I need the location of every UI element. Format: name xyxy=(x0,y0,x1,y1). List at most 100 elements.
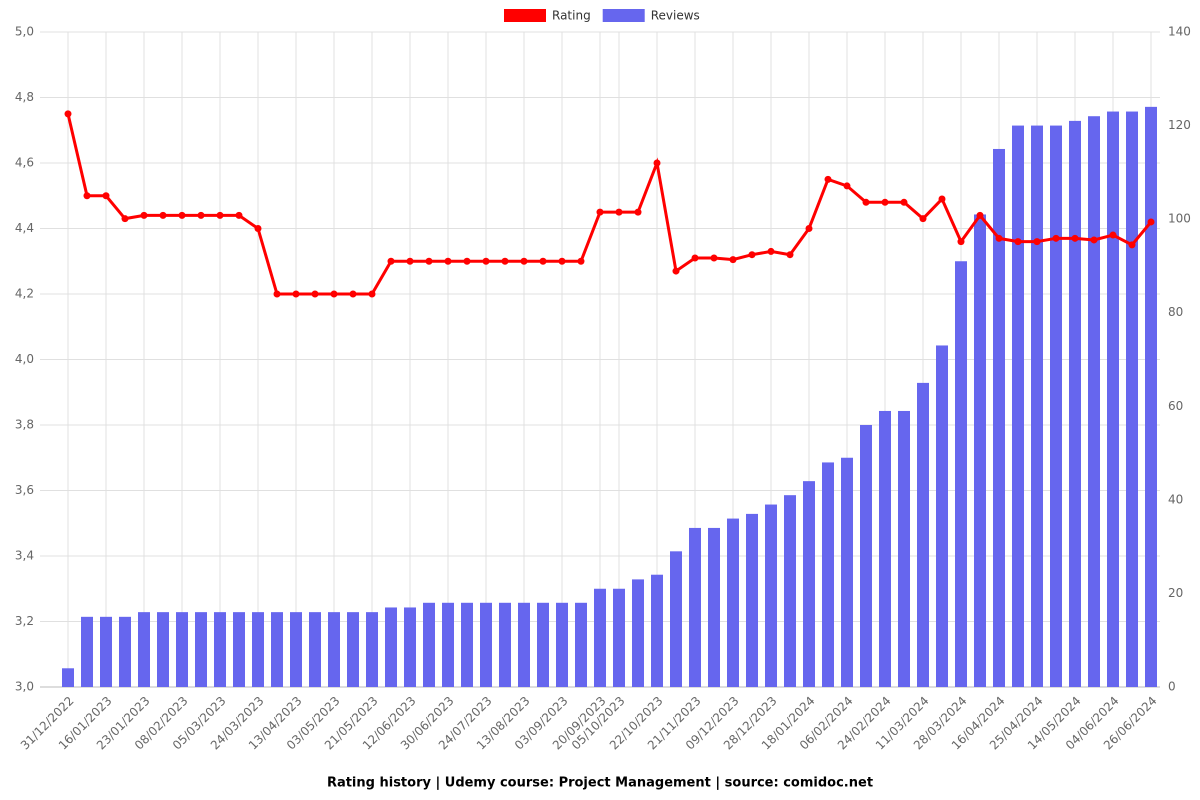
point xyxy=(995,234,1003,242)
point xyxy=(368,290,376,298)
bar xyxy=(822,462,834,687)
bar xyxy=(575,602,587,687)
y2-tick-label: 120 xyxy=(1168,118,1191,132)
bar xyxy=(917,382,929,687)
bar xyxy=(556,602,568,687)
bar xyxy=(632,579,644,687)
bar xyxy=(366,612,378,687)
point xyxy=(1090,236,1098,244)
bar xyxy=(157,612,169,687)
bar xyxy=(689,527,701,687)
y2-tick-label: 140 xyxy=(1168,25,1191,39)
point xyxy=(254,225,262,232)
y2-tick-label: 100 xyxy=(1168,212,1191,226)
point xyxy=(425,257,433,265)
point xyxy=(197,211,205,219)
bar xyxy=(442,602,454,687)
bar xyxy=(708,527,720,687)
line xyxy=(66,113,1153,296)
point xyxy=(64,110,72,118)
y-tick-label: 4,0 xyxy=(15,352,34,366)
y-tick-label: 3,8 xyxy=(15,418,34,432)
point xyxy=(596,208,604,216)
bar xyxy=(290,612,302,687)
bar xyxy=(347,612,359,687)
point xyxy=(349,290,357,298)
point xyxy=(1147,218,1155,226)
bar xyxy=(119,616,131,687)
bar xyxy=(955,261,967,687)
bar xyxy=(100,616,112,687)
point xyxy=(786,251,794,259)
bar xyxy=(898,410,910,687)
y-tick-label: 5,0 xyxy=(15,25,34,39)
point xyxy=(501,257,509,265)
point xyxy=(102,192,110,200)
point xyxy=(748,251,756,259)
point xyxy=(672,267,680,275)
point xyxy=(292,290,300,298)
bar xyxy=(803,481,815,687)
point xyxy=(121,215,129,223)
bar xyxy=(993,148,1005,687)
legend-swatch xyxy=(602,9,645,22)
bar xyxy=(537,602,549,687)
y-tick-label: 4,4 xyxy=(15,221,34,235)
point xyxy=(938,195,946,203)
point xyxy=(919,215,927,223)
y-tick-label: 3,0 xyxy=(15,680,34,694)
bar xyxy=(1126,111,1138,688)
point xyxy=(1109,231,1117,239)
point xyxy=(1033,238,1041,246)
legend-label: Rating xyxy=(552,9,591,23)
point xyxy=(1071,234,1079,242)
point xyxy=(1014,238,1022,246)
y-tick-label: 3,2 xyxy=(15,614,34,628)
point xyxy=(615,208,623,216)
bar xyxy=(518,602,530,687)
bar xyxy=(765,504,777,687)
point xyxy=(539,257,547,265)
bar xyxy=(404,607,416,687)
bar xyxy=(613,588,625,687)
point xyxy=(1052,234,1060,242)
bar xyxy=(1012,125,1024,688)
chart-title: Rating history | Udemy course: Project M… xyxy=(327,776,873,791)
point xyxy=(520,257,528,265)
bar xyxy=(176,612,188,687)
bar xyxy=(1050,125,1062,688)
bar xyxy=(499,602,511,687)
bar xyxy=(461,602,473,687)
bar xyxy=(1031,125,1043,688)
point xyxy=(881,198,889,206)
bar xyxy=(651,574,663,687)
point xyxy=(710,254,718,262)
bar xyxy=(841,457,853,687)
point xyxy=(406,257,414,265)
bar xyxy=(1145,106,1157,688)
bar xyxy=(138,612,150,687)
point xyxy=(330,290,338,298)
point xyxy=(767,247,775,255)
bar xyxy=(879,410,891,687)
bar xyxy=(1107,111,1119,688)
bar xyxy=(328,612,340,687)
point xyxy=(482,257,490,265)
bar xyxy=(62,668,74,687)
y-tick-label: 3,4 xyxy=(15,549,34,563)
point xyxy=(1128,241,1136,249)
bar xyxy=(860,425,872,687)
point xyxy=(235,211,243,219)
bar xyxy=(195,612,207,687)
point xyxy=(444,257,452,265)
bar xyxy=(423,602,435,687)
bar xyxy=(727,518,739,687)
bar xyxy=(271,612,283,687)
point xyxy=(83,192,91,200)
y2-tick-label: 0 xyxy=(1168,680,1176,694)
point xyxy=(729,256,737,264)
point xyxy=(691,254,699,262)
bar xyxy=(214,612,226,687)
point xyxy=(463,257,471,265)
